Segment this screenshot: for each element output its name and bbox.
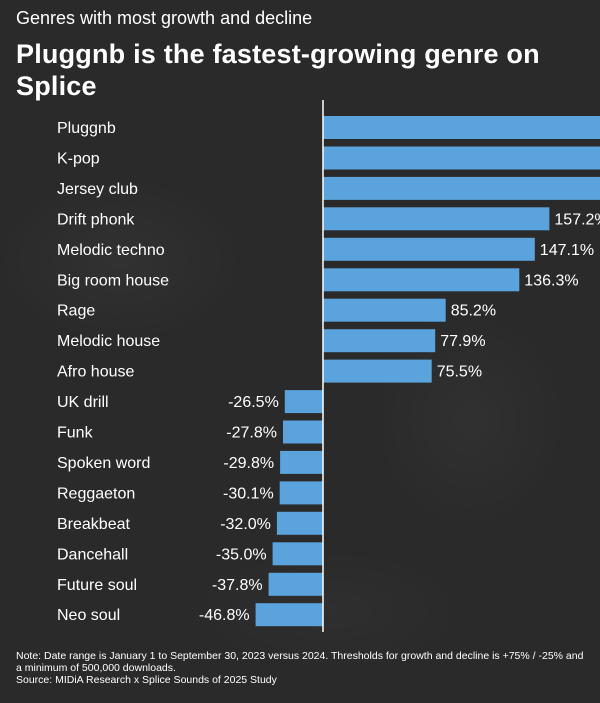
bar-afro-house	[323, 359, 432, 383]
category-label: Pluggnb	[57, 120, 116, 137]
bar-melodic-techno	[323, 237, 535, 261]
bar-pluggnb	[323, 116, 600, 139]
category-label: K-pop	[57, 151, 100, 168]
category-label: Neo soul	[57, 607, 120, 624]
category-label: Jersey club	[57, 181, 138, 198]
category-label: Melodic house	[57, 333, 160, 350]
value-label: -30.1%	[223, 485, 274, 502]
value-label: -35.0%	[216, 546, 267, 563]
bar-neo-soul	[255, 603, 323, 627]
category-label: Big room house	[57, 272, 169, 289]
bar-reggaeton	[279, 481, 323, 505]
category-label: Rage	[57, 303, 95, 320]
category-label: Melodic techno	[57, 242, 165, 259]
category-label: Spoken word	[57, 455, 150, 472]
bar-dancehall	[272, 542, 323, 566]
value-label: 77.9%	[440, 333, 485, 350]
bar-funk	[283, 420, 323, 444]
bar-melodic-house	[323, 329, 436, 353]
category-label: Drift phonk	[57, 211, 135, 228]
bar-big-room-house	[323, 268, 520, 292]
category-label: Breakbeat	[57, 516, 130, 533]
category-label: UK drill	[57, 394, 109, 411]
chart-note: Note: Date range is January 1 to Septemb…	[16, 650, 584, 674]
category-label: Dancehall	[57, 546, 128, 563]
bar-k-pop	[323, 146, 600, 170]
value-label: -46.8%	[199, 607, 250, 624]
bar-jersey-club	[323, 176, 600, 200]
chart-subtitle: Genres with most growth and decline	[16, 8, 313, 28]
value-label: -27.8%	[226, 425, 277, 442]
value-label: -26.5%	[228, 394, 279, 411]
bar-chart: Pluggnb342.8%K-pop328.2%Jersey club281.3…	[57, 100, 600, 632]
value-label: -29.8%	[223, 455, 274, 472]
value-label: 85.2%	[451, 303, 496, 320]
bar-uk-drill	[284, 390, 323, 414]
bar-breakbeat	[276, 511, 323, 535]
value-label: 136.3%	[524, 272, 578, 289]
value-label: 157.2%	[554, 211, 600, 228]
bar-rage	[323, 298, 446, 322]
category-label: Funk	[57, 425, 94, 442]
value-label: 147.1%	[540, 242, 594, 259]
category-label: Afro house	[57, 364, 134, 381]
bar-future-soul	[268, 572, 323, 596]
bar-spoken-word	[280, 450, 323, 474]
value-label: -32.0%	[220, 516, 271, 533]
value-label: 75.5%	[437, 364, 482, 381]
bar-drift-phonk	[323, 207, 550, 231]
category-label: Reggaeton	[57, 485, 135, 502]
category-label: Future soul	[57, 577, 137, 594]
chart-source: Source: MIDiA Research x Splice Sounds o…	[16, 674, 277, 686]
value-label: -37.8%	[212, 577, 263, 594]
chart-title: Pluggnb is the fastest-growing genre on …	[16, 39, 540, 101]
